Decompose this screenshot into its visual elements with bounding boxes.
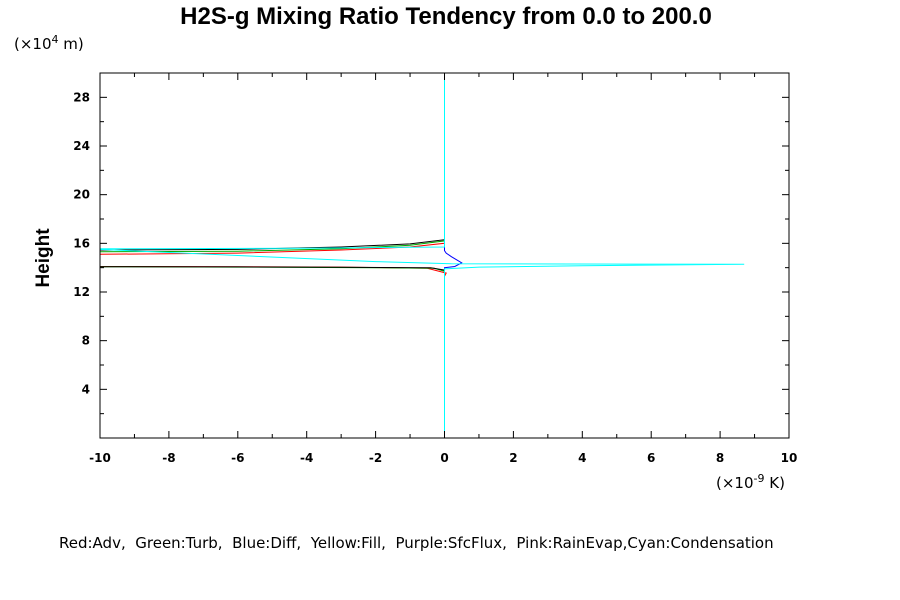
series-line-diff: [444, 73, 463, 438]
series-line-black-ref: [99, 73, 445, 438]
legend-caption: Red:Adv, Green:Turb, Blue:Diff, Yellow:F…: [59, 534, 774, 552]
x-tick-label: -2: [369, 451, 382, 465]
y-axis-unit: (×104 m): [14, 33, 84, 53]
x-tick-label: 10: [781, 451, 798, 465]
y-axis-unit-exponent: 4: [52, 33, 59, 46]
y-axis-unit-prefix: (×10: [14, 35, 52, 53]
x-tick-label: 2: [509, 451, 517, 465]
y-axis-unit-suffix: m): [59, 35, 84, 53]
x-tick-label: -10: [89, 451, 111, 465]
series-line-condensation: [99, 73, 745, 438]
x-tick-label: -8: [162, 451, 175, 465]
y-tick-label: 12: [73, 285, 90, 299]
y-axis-label: Height: [33, 228, 54, 288]
y-tick-label: 24: [73, 139, 90, 153]
series-line-turb: [99, 73, 445, 438]
x-axis-unit-prefix: (×10: [716, 474, 754, 492]
x-axis-unit-suffix: K): [764, 474, 784, 492]
x-tick-label: 8: [716, 451, 724, 465]
y-tick-label: 8: [82, 334, 90, 348]
chart-title: H2S-g Mixing Ratio Tendency from 0.0 to …: [180, 3, 712, 30]
x-tick-label: 4: [578, 451, 586, 465]
x-tick-label: 6: [647, 451, 655, 465]
y-tick-label: 16: [73, 236, 90, 250]
x-tick-label: -4: [300, 451, 313, 465]
x-tick-label: 0: [440, 451, 448, 465]
x-axis-unit-exponent: -9: [754, 472, 765, 485]
y-tick-label: 4: [82, 382, 90, 396]
y-tick-label: 20: [73, 188, 90, 202]
series-line-adv: [99, 73, 447, 438]
x-axis-unit: (×10-9 K): [716, 472, 785, 492]
x-tick-label: -6: [231, 451, 244, 465]
y-tick-label: 28: [73, 90, 90, 104]
